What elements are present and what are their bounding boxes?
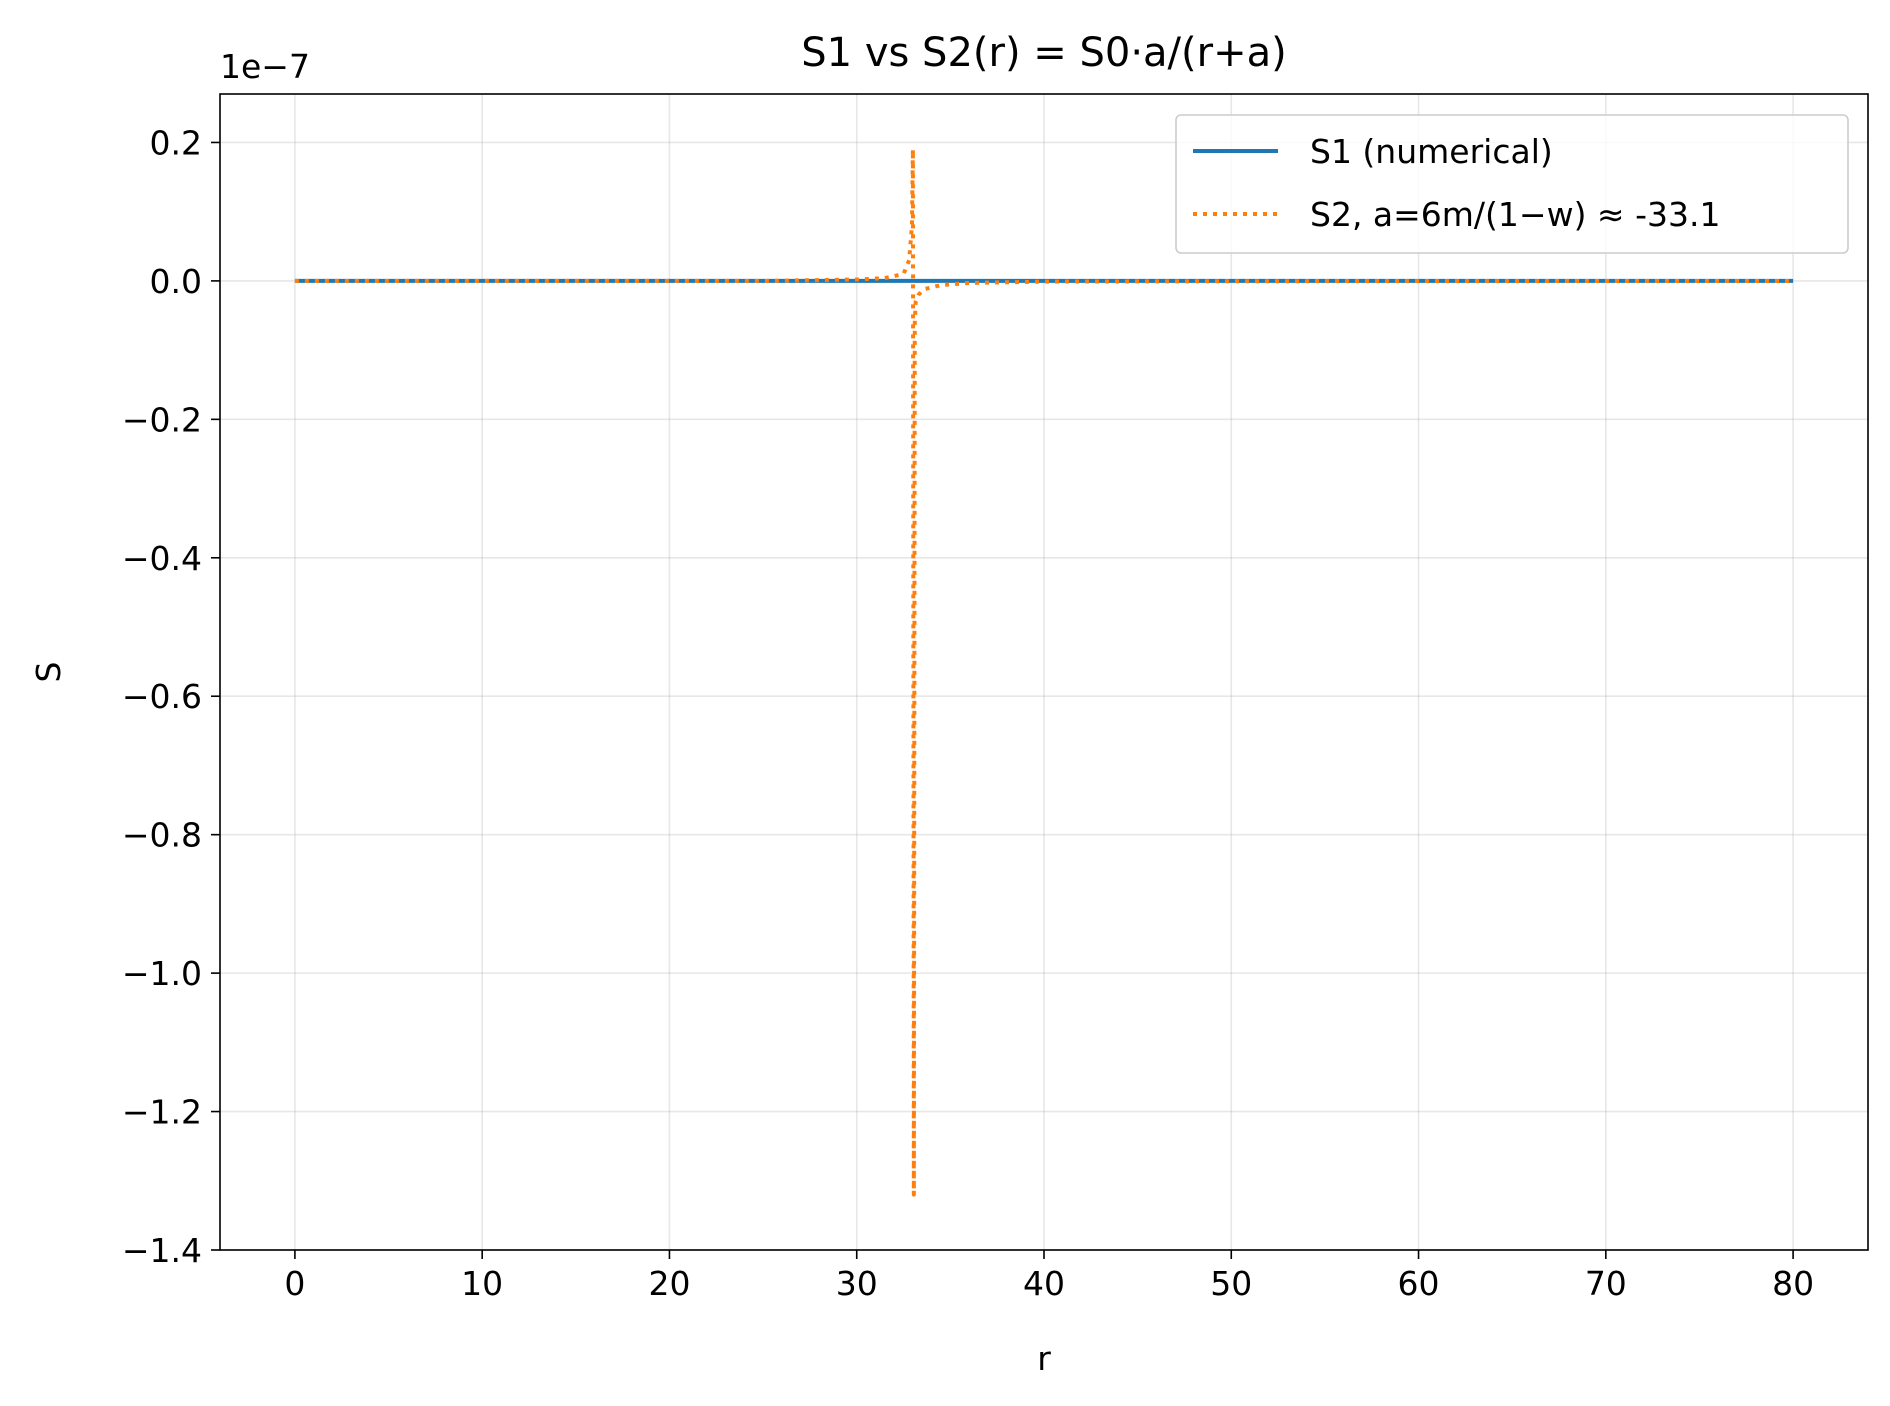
- grid: [220, 94, 1868, 1251]
- y-axis-offset-label: 1e−7: [220, 47, 310, 86]
- x-tick-label: 80: [1772, 1264, 1814, 1303]
- x-axis-label: r: [1037, 1339, 1051, 1378]
- series-line-s2: [294, 147, 1794, 1197]
- x-tick-label: 60: [1398, 1264, 1440, 1303]
- x-tick-label: 40: [1023, 1264, 1065, 1303]
- x-tick-label: 10: [461, 1264, 503, 1303]
- series-layer: [294, 147, 1794, 1197]
- y-tick-label: −0.4: [122, 539, 202, 578]
- chart-title: S1 vs S2(r) = S0·a/(r+a): [801, 30, 1286, 76]
- x-tick-label: 0: [284, 1264, 305, 1303]
- x-tick-label: 30: [836, 1264, 878, 1303]
- y-tick-label: −0.6: [122, 677, 202, 716]
- x-tick-label: 50: [1210, 1264, 1252, 1303]
- ticks: 0 10 20 30 40 50 60 70 80 0.2 0.0 −0.2 −0.4 −0.6 −0.8 −…: [122, 123, 1814, 1303]
- y-axis-label: S: [29, 662, 68, 683]
- y-tick-label: −0.2: [122, 400, 202, 439]
- y-tick-label: 0.2: [150, 123, 202, 162]
- y-tick-label: −1.4: [122, 1231, 202, 1270]
- x-tick-label: 70: [1585, 1264, 1627, 1303]
- legend-label-s2: S2, a=6m/(1−w) ≈ -33.1: [1310, 195, 1720, 234]
- legend-label-s1: S1 (numerical): [1310, 132, 1553, 171]
- legend: S1 (numerical) S2, a=6m/(1−w) ≈ -33.1: [1175, 114, 1849, 254]
- x-tick-label: 20: [648, 1264, 690, 1303]
- y-tick-label: −1.2: [122, 1093, 202, 1132]
- y-tick-label: 0.0: [150, 262, 202, 301]
- y-tick-label: −1.0: [122, 954, 202, 993]
- legend-box: [1175, 114, 1849, 254]
- y-tick-label: −0.8: [122, 816, 202, 855]
